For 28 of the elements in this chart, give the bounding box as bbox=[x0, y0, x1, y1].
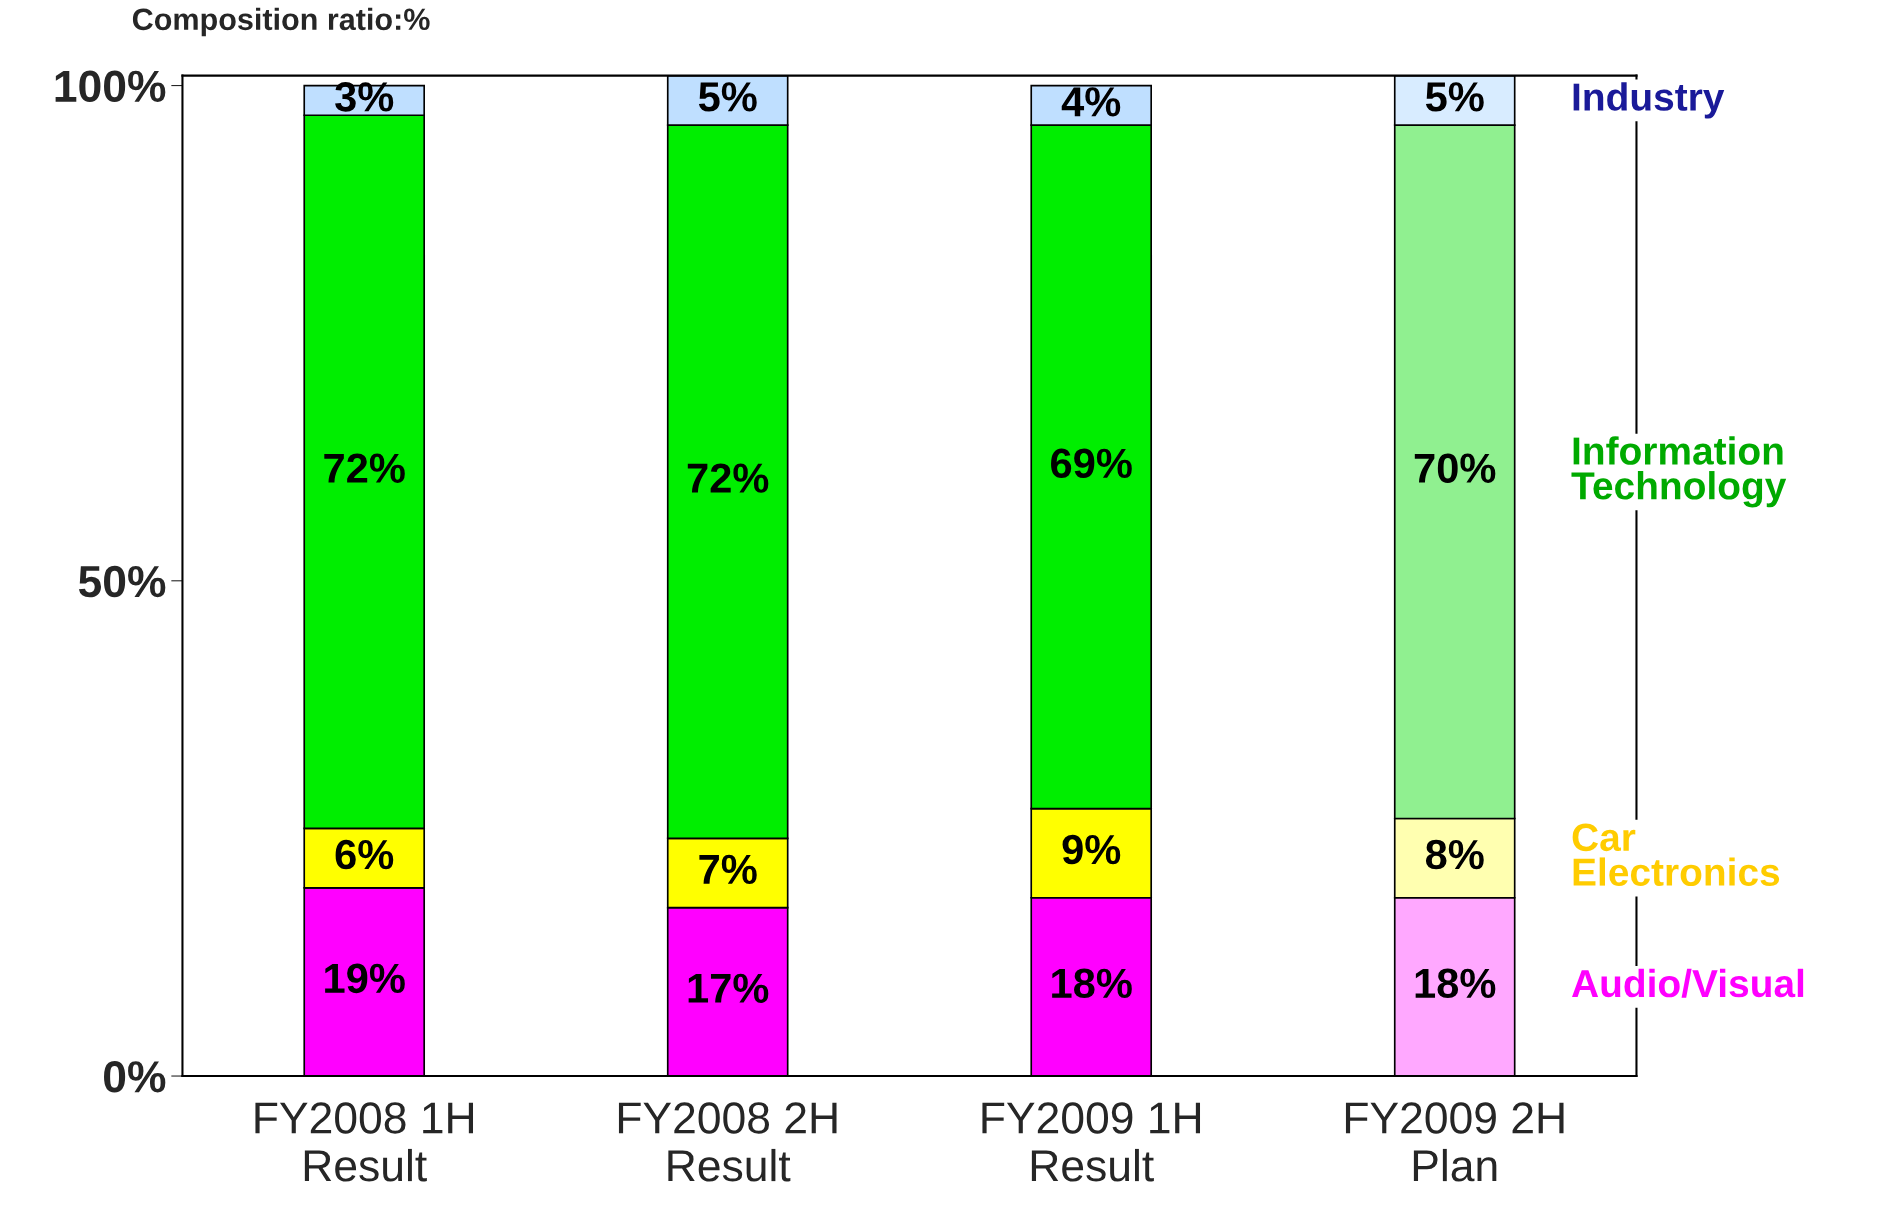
y-tick-label: 100% bbox=[55, 70, 166, 103]
x-tick-label: FY2008 2H Result bbox=[618, 1102, 837, 1182]
data-label: 5% bbox=[698, 82, 757, 112]
x-tick-label: FY2009 2H Plan bbox=[1345, 1102, 1564, 1182]
y-axis-title: Composition ratio:% bbox=[132, 7, 430, 37]
data-label: 19% bbox=[325, 963, 405, 994]
x-tick-label: FY2008 1H Result bbox=[255, 1102, 473, 1182]
data-label: 69% bbox=[1051, 448, 1132, 479]
data-label: 70% bbox=[1414, 453, 1496, 484]
y-tick-label: 50% bbox=[78, 565, 166, 598]
data-label: 17% bbox=[688, 973, 769, 1003]
data-label: 3% bbox=[335, 82, 394, 112]
data-label: 72% bbox=[687, 463, 769, 493]
data-label: 8% bbox=[1425, 839, 1484, 870]
data-label: 18% bbox=[1052, 968, 1132, 999]
data-label: 72% bbox=[324, 453, 405, 483]
data-label: 4% bbox=[1061, 87, 1121, 117]
series-label: Audio/Visual bbox=[1572, 968, 1804, 998]
y-tick-label: 0% bbox=[104, 1061, 166, 1093]
series-label: Information Technology bbox=[1571, 436, 1787, 508]
data-label: 18% bbox=[1415, 968, 1496, 999]
data-label: 6% bbox=[335, 839, 394, 870]
series-label: Industry bbox=[1573, 82, 1725, 119]
data-label: 9% bbox=[1062, 834, 1121, 865]
data-label: 7% bbox=[699, 854, 757, 885]
data-label: 5% bbox=[1425, 82, 1484, 112]
x-tick-label: FY2009 1H Result bbox=[982, 1102, 1201, 1182]
series-label: Car Electronics bbox=[1572, 823, 1780, 886]
